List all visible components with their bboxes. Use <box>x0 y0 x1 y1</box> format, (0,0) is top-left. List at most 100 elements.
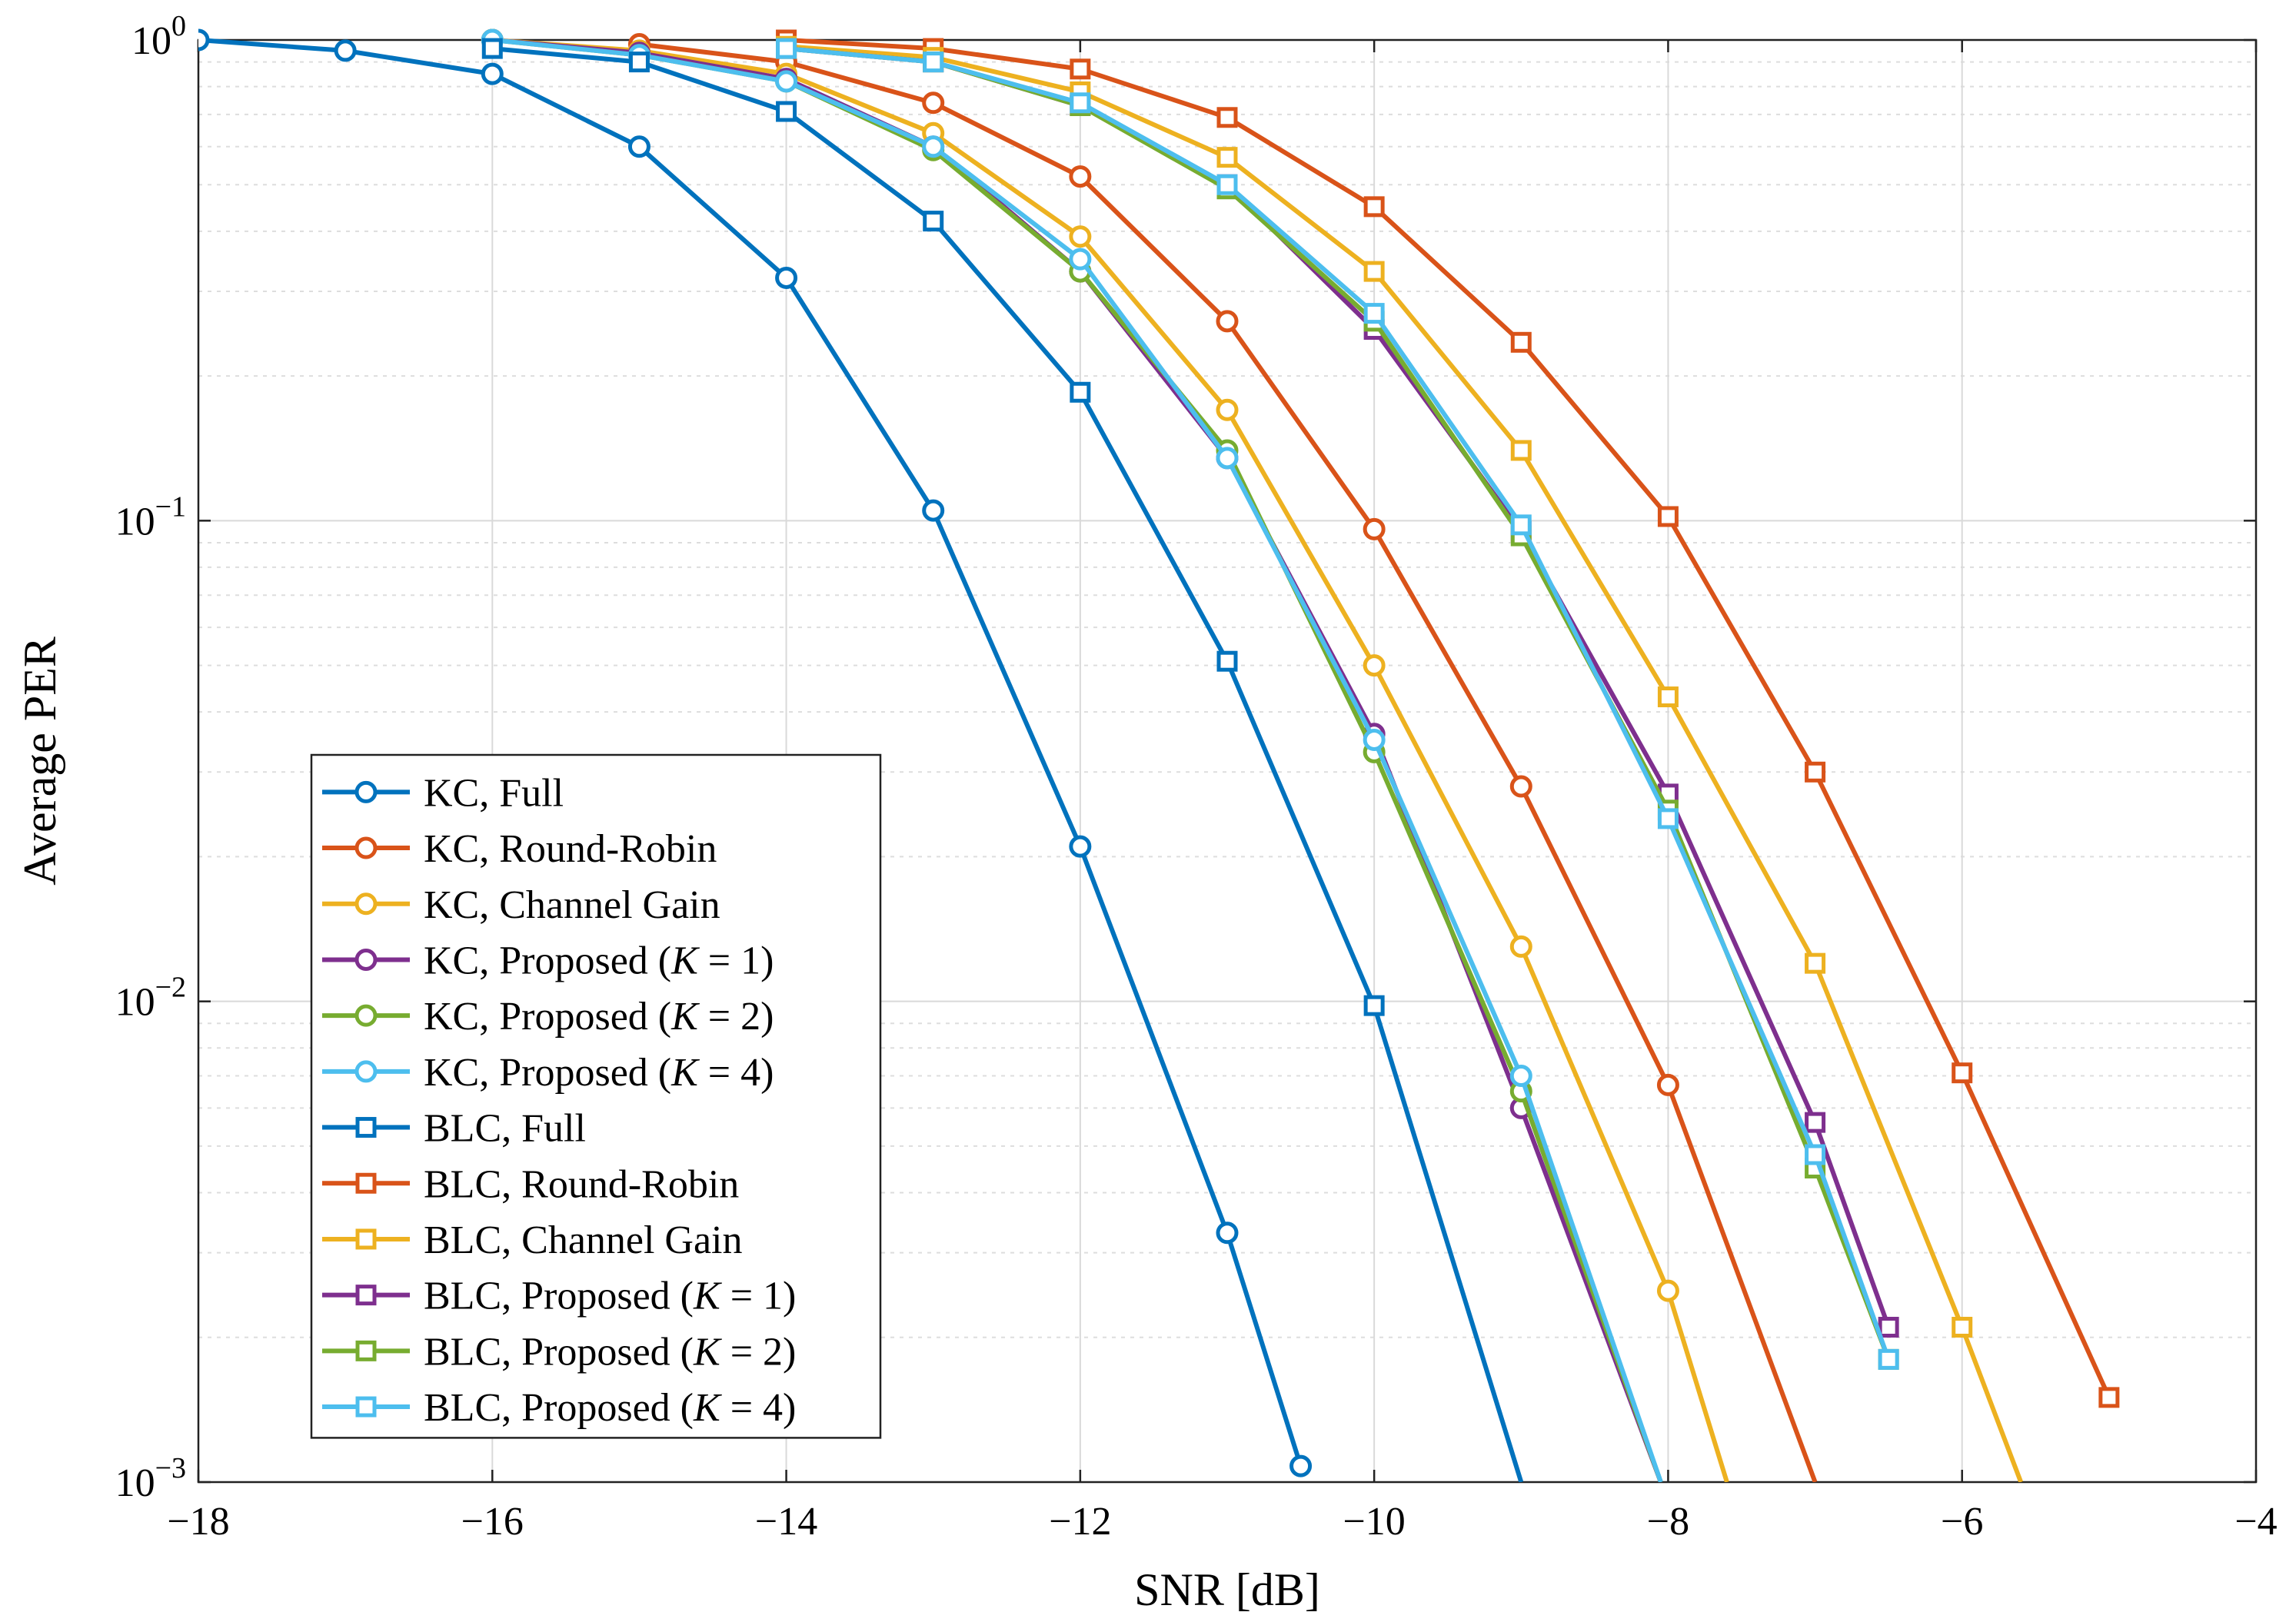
x-tick-label: −6 <box>1941 1500 1983 1544</box>
legend-item: BLC, Channel Gain <box>322 1218 743 1262</box>
y-tick-label: 10−1 <box>115 490 186 543</box>
series-blc-full <box>481 38 1524 1482</box>
data-point <box>1216 310 1239 333</box>
data-point <box>923 52 944 73</box>
legend: KC, Full KC, Round-Robin KC, Channel Gain K… <box>310 753 882 1439</box>
data-point <box>1289 1454 1313 1477</box>
legend-marker <box>355 1340 377 1361</box>
legend-marker <box>354 836 378 859</box>
data-point <box>1805 761 1826 783</box>
data-point <box>334 39 357 62</box>
data-point <box>1952 1062 1973 1084</box>
series-line <box>786 38 2111 1399</box>
data-point <box>627 135 651 158</box>
legend-marker <box>354 1004 378 1027</box>
series-line <box>492 46 1524 1482</box>
legend-item: KC, Round-Robin <box>322 827 717 871</box>
legend-item: KC, Proposed (K = 2) <box>322 995 774 1039</box>
data-point <box>1509 1065 1532 1088</box>
data-point <box>1216 174 1238 195</box>
data-point <box>923 211 944 232</box>
y-axis-label: Average PER <box>15 637 65 886</box>
data-point <box>1363 196 1385 218</box>
data-point <box>198 28 210 52</box>
y-tick-label: 100 <box>131 10 186 63</box>
y-tick-label: 10−2 <box>115 972 186 1025</box>
x-tick-label: −12 <box>1049 1500 1111 1544</box>
data-point <box>1216 147 1238 168</box>
data-point <box>1216 1221 1239 1245</box>
legend-marker <box>354 892 378 916</box>
legend-item: BLC, Full <box>322 1107 586 1151</box>
data-point <box>1510 514 1532 536</box>
legend-label: BLC, Proposed (K = 4) <box>424 1386 796 1430</box>
legend-marker <box>354 948 378 971</box>
data-point <box>1363 728 1386 751</box>
data-point <box>1216 398 1239 421</box>
data-point <box>1657 506 1679 527</box>
legend-item: BLC, Proposed (K = 4) <box>322 1386 796 1430</box>
data-point <box>776 38 797 59</box>
legend-label: BLC, Proposed (K = 2) <box>424 1330 796 1374</box>
x-tick-label: −16 <box>461 1500 524 1544</box>
x-tick-label: −4 <box>2234 1500 2277 1544</box>
data-point <box>1216 650 1238 672</box>
data-point <box>1070 381 1091 403</box>
x-tick-label: −8 <box>1647 1500 1689 1544</box>
data-point <box>1952 1317 1973 1338</box>
series-kc-full <box>198 28 1313 1477</box>
data-point <box>1216 447 1239 470</box>
legend-label: KC, Proposed (K = 4) <box>424 1051 774 1095</box>
data-point <box>1363 995 1385 1016</box>
legend-label: BLC, Full <box>424 1107 586 1151</box>
legend-marker <box>354 1060 378 1083</box>
data-point <box>1069 835 1092 858</box>
data-point <box>1509 935 1532 958</box>
data-point <box>922 499 945 522</box>
data-point <box>776 101 797 122</box>
legend-marker <box>355 1228 377 1250</box>
legend-label: BLC, Round-Robin <box>424 1162 739 1206</box>
data-point <box>1657 808 1679 829</box>
legend-label: KC, Proposed (K = 2) <box>424 995 774 1039</box>
data-point <box>922 91 945 115</box>
data-point <box>1656 1279 1679 1302</box>
legend-label: KC, Channel Gain <box>424 883 720 927</box>
x-tick-label: −10 <box>1343 1500 1405 1544</box>
data-point <box>1805 952 1826 974</box>
legend-marker <box>355 1117 377 1138</box>
data-point <box>775 70 798 93</box>
data-point <box>1805 1112 1826 1133</box>
legend-label: BLC, Proposed (K = 1) <box>424 1275 796 1318</box>
data-point <box>1363 517 1386 540</box>
legend-label: BLC, Channel Gain <box>424 1218 743 1262</box>
legend-marker <box>355 1172 377 1194</box>
data-point <box>1510 440 1532 461</box>
series-blc-proposed-k-4 <box>776 38 1899 1370</box>
legend-label: KC, Proposed (K = 1) <box>424 939 774 982</box>
series-line <box>492 38 1729 1482</box>
legend-item: KC, Full <box>322 771 564 815</box>
x-axis-label: SNR [dB] <box>1134 1564 1320 1615</box>
legend-item: BLC, Proposed (K = 1) <box>322 1275 796 1318</box>
legend-marker <box>355 1396 377 1418</box>
data-point <box>1069 165 1092 188</box>
data-point <box>1216 107 1238 128</box>
data-point <box>1069 248 1092 271</box>
data-point <box>1069 225 1092 248</box>
y-tick-label: 10−3 <box>115 1452 186 1505</box>
data-point <box>1070 58 1091 80</box>
data-point <box>1805 1144 1826 1165</box>
series-group <box>198 28 2120 1482</box>
data-point <box>1878 1348 1899 1370</box>
legend-item: KC, Channel Gain <box>322 883 720 927</box>
legend-item: BLC, Round-Robin <box>322 1162 739 1206</box>
series-blc-round-robin <box>776 29 2120 1408</box>
data-point <box>2098 1387 2120 1408</box>
data-point <box>1363 303 1385 324</box>
legend-marker <box>355 1285 377 1306</box>
legend-label: KC, Full <box>424 771 564 815</box>
data-point <box>481 62 504 85</box>
legend-label: KC, Round-Robin <box>424 827 717 871</box>
